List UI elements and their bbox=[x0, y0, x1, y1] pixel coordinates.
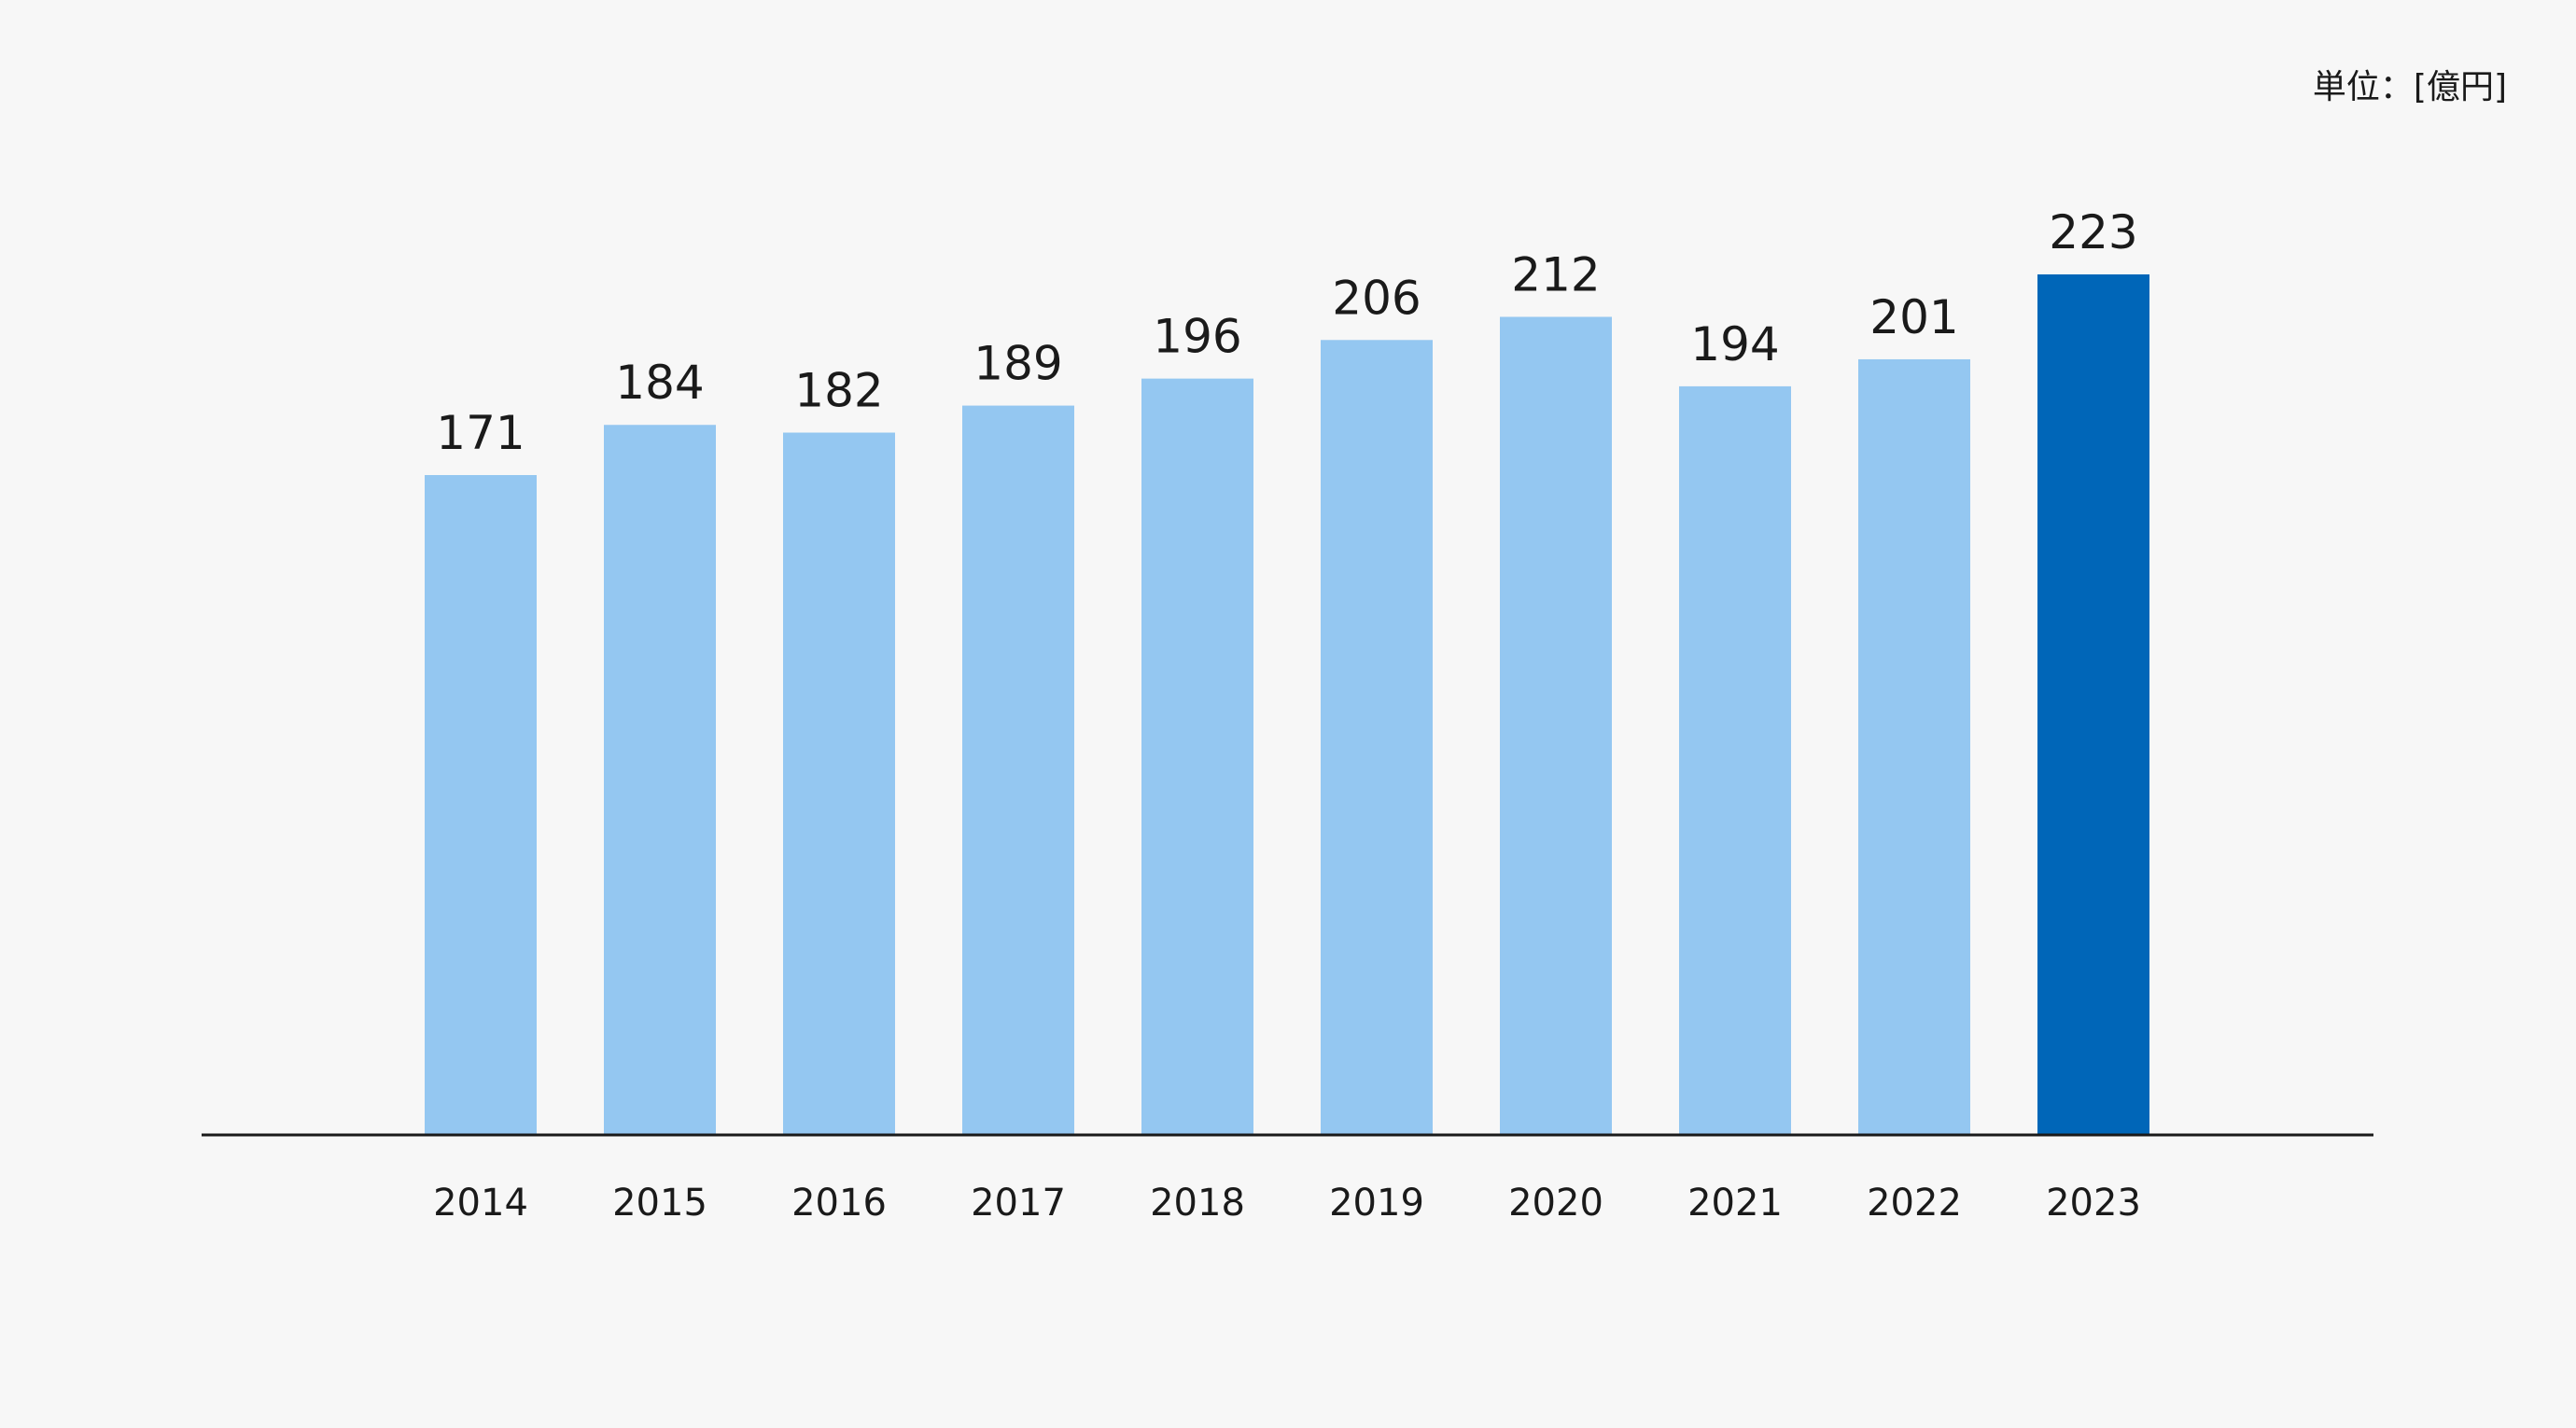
x-tick-label-2023: 2023 bbox=[2046, 1182, 2141, 1225]
x-tick-label-2019: 2019 bbox=[1329, 1182, 1424, 1225]
value-label-2018: 196 bbox=[1153, 310, 1241, 364]
x-tick-label-2022: 2022 bbox=[1867, 1182, 1962, 1225]
bar-2017 bbox=[962, 405, 1074, 1136]
x-tick-labels-group: 2014 2015 2016 2017 2018 2019 2020 2021 2022 2023 bbox=[433, 1182, 2141, 1225]
unit-label: 単位：[億円] bbox=[2312, 68, 2507, 106]
x-tick-label-2015: 2015 bbox=[612, 1182, 707, 1225]
bar-2018 bbox=[1141, 378, 1253, 1135]
bar-2023 bbox=[2037, 274, 2149, 1135]
value-label-2016: 182 bbox=[794, 364, 883, 418]
value-label-2019: 206 bbox=[1332, 271, 1421, 325]
bars-group bbox=[425, 274, 2149, 1136]
value-label-2020: 212 bbox=[1511, 247, 1600, 301]
x-tick-label-2016: 2016 bbox=[791, 1182, 887, 1225]
bar-2015 bbox=[604, 425, 716, 1135]
x-tick-label-2020: 2020 bbox=[1508, 1182, 1603, 1225]
bar-2014 bbox=[425, 474, 537, 1136]
bar-2016 bbox=[783, 432, 895, 1135]
value-labels-group: 171 184 182 189 196 206 212 194 201 223 bbox=[436, 205, 2137, 460]
bar-2021 bbox=[1679, 385, 1791, 1135]
x-tick-label-2021: 2021 bbox=[1687, 1182, 1783, 1225]
value-label-2023: 223 bbox=[2049, 205, 2137, 259]
x-tick-label-2014: 2014 bbox=[433, 1182, 528, 1225]
bar-2022 bbox=[1858, 358, 1970, 1135]
value-label-2021: 194 bbox=[1690, 317, 1779, 371]
bar-2019 bbox=[1321, 340, 1433, 1135]
value-label-2017: 189 bbox=[973, 337, 1062, 391]
value-label-2014: 171 bbox=[436, 406, 525, 460]
x-tick-label-2017: 2017 bbox=[971, 1182, 1066, 1225]
x-tick-label-2018: 2018 bbox=[1150, 1182, 1245, 1225]
value-label-2015: 184 bbox=[615, 356, 704, 410]
bar-2020 bbox=[1500, 316, 1612, 1135]
value-label-2022: 201 bbox=[1869, 290, 1958, 344]
